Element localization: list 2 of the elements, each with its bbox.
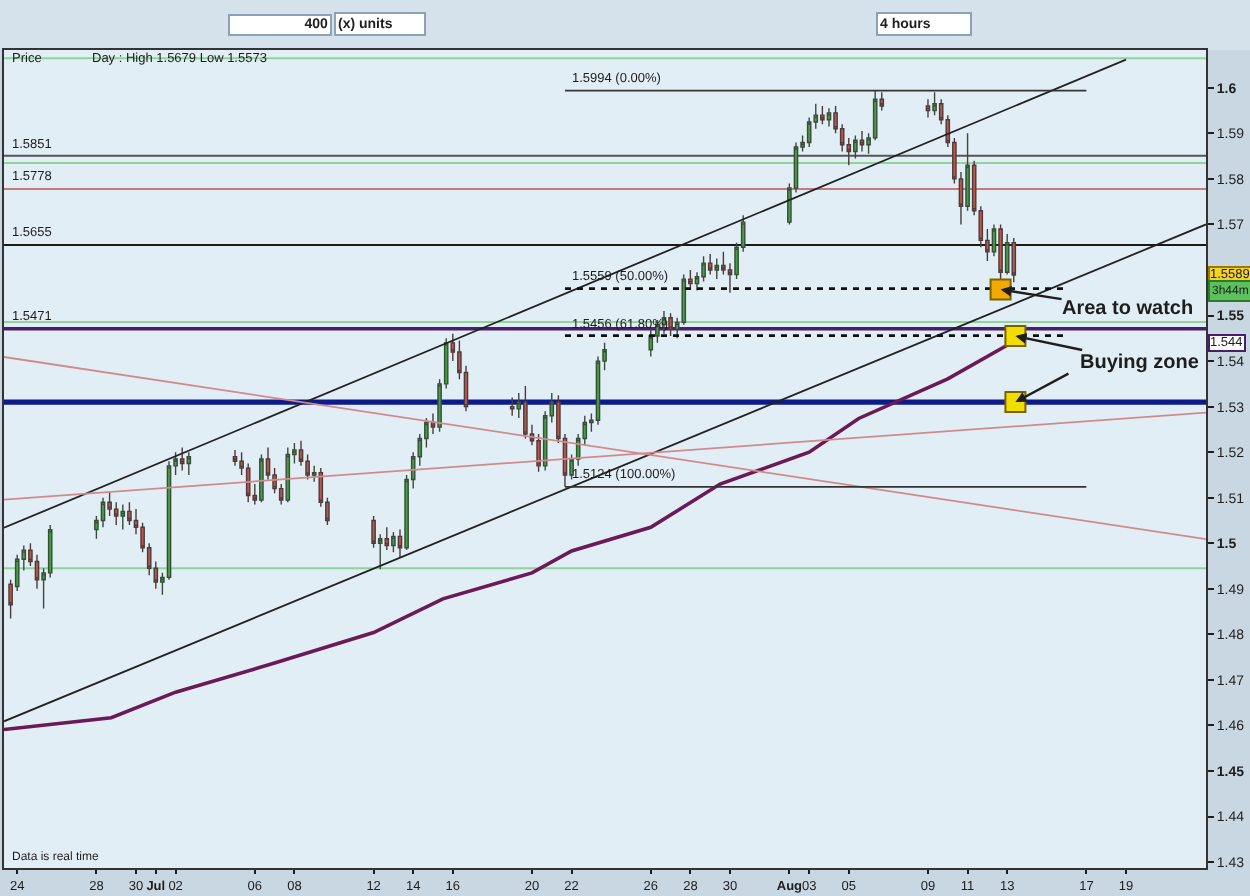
annotation: Area to watch: [1062, 298, 1194, 320]
annotation: Buying zone: [1080, 352, 1200, 374]
